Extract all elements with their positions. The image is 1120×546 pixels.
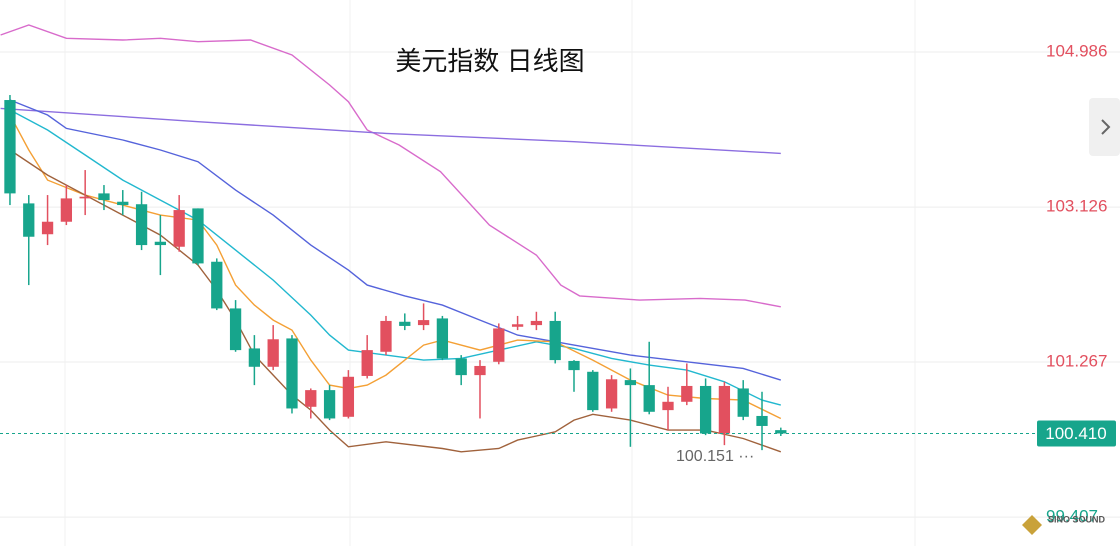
candle-body <box>399 321 411 326</box>
watermark: SINO SOUND <box>1048 514 1106 524</box>
candle-body <box>248 348 261 367</box>
candle-body <box>587 371 599 411</box>
candle-body <box>681 385 693 402</box>
candle-body <box>361 350 373 376</box>
candle-body <box>511 324 524 327</box>
candle-body <box>530 320 543 326</box>
candle-body <box>117 201 129 206</box>
candle-body <box>4 100 16 194</box>
candle-body <box>342 376 355 417</box>
y-tick-label: 104.986 <box>1046 42 1107 61</box>
candle-body <box>643 385 655 412</box>
toggle-button[interactable] <box>1089 98 1120 156</box>
y-tick-label: 101.267 <box>1046 352 1107 371</box>
annotation: 100.151 ··· <box>676 448 754 465</box>
candle-body <box>267 339 279 367</box>
candle-body <box>624 380 637 386</box>
candle-body <box>135 204 148 246</box>
moving-average-line <box>0 24 781 308</box>
last-price-box <box>1037 420 1116 447</box>
candle-body <box>662 401 674 411</box>
chart-title: 美元指数 日线图 <box>395 46 584 76</box>
candle-body <box>417 320 430 326</box>
candle-body <box>549 320 561 361</box>
candle-body <box>98 193 110 201</box>
candle-body <box>192 208 204 264</box>
vertical-grid <box>64 0 916 546</box>
candle-body <box>493 328 505 362</box>
candle-body <box>568 360 580 371</box>
candle-body <box>41 221 54 235</box>
candle-body <box>154 241 167 246</box>
candle-body <box>173 210 185 247</box>
last-price-label: 100.410 <box>1045 424 1106 443</box>
candle-body <box>229 308 242 351</box>
candle-body <box>436 318 449 359</box>
candle-body <box>305 390 317 407</box>
logo-icon <box>1022 515 1042 535</box>
candle-body <box>756 415 768 426</box>
candle-body <box>737 388 749 417</box>
candle-body <box>60 198 73 222</box>
candle-body <box>699 385 712 434</box>
candle-body <box>323 390 336 419</box>
candle-body <box>455 358 467 376</box>
candle-body <box>718 385 731 434</box>
moving-average-line <box>9 99 782 381</box>
candle-body <box>474 365 486 376</box>
candle-body <box>23 203 35 237</box>
candle-body <box>211 261 223 309</box>
candle-body <box>380 320 392 352</box>
chevron-icon <box>1101 119 1111 135</box>
side-panel-toggle[interactable] <box>1089 98 1120 156</box>
candle-body <box>286 338 298 409</box>
candle-body <box>775 430 787 434</box>
watermark-logo: SINO SOUND <box>1022 514 1106 535</box>
y-tick-label: 103.126 <box>1046 197 1107 216</box>
candle-body <box>605 379 618 409</box>
y-tick-label: 99.407 <box>1046 507 1098 526</box>
moving-average-line <box>9 149 782 453</box>
moving-average-line <box>0 107 781 155</box>
candle-body <box>79 196 91 199</box>
